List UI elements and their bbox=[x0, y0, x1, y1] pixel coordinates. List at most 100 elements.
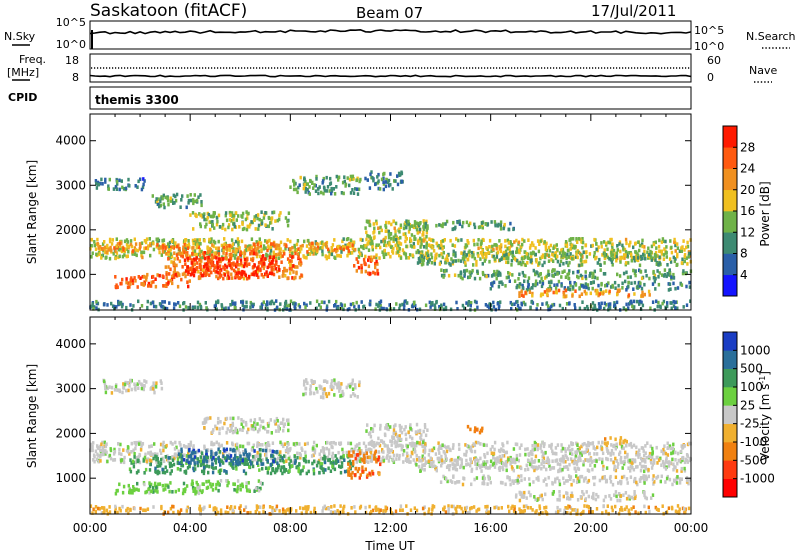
range-gate-cell bbox=[430, 302, 433, 306]
range-gate-cell bbox=[244, 457, 247, 462]
range-gate-cell bbox=[280, 442, 284, 447]
range-gate-cell bbox=[548, 284, 552, 288]
range-gate-cell bbox=[388, 241, 391, 246]
range-gate-cell bbox=[162, 238, 166, 242]
range-gate-cell bbox=[511, 250, 514, 254]
range-gate-cell bbox=[510, 302, 514, 307]
range-gate-cell bbox=[460, 251, 463, 255]
range-gate-cell bbox=[670, 245, 673, 250]
date-title: 17/Jul/2011 bbox=[591, 2, 676, 20]
range-gate-cell bbox=[496, 269, 499, 274]
range-gate-cell bbox=[360, 263, 363, 268]
range-gate-cell bbox=[226, 276, 229, 281]
range-gate-cell bbox=[593, 251, 596, 255]
range-gate-cell bbox=[558, 251, 562, 255]
range-gate-cell bbox=[305, 244, 309, 248]
range-gate-cell bbox=[392, 307, 396, 311]
range-gate-cell bbox=[330, 246, 334, 250]
range-gate-cell bbox=[603, 261, 606, 265]
range-gate-cell bbox=[680, 261, 684, 265]
range-gate-cell bbox=[673, 240, 676, 244]
range-gate-cell bbox=[241, 211, 245, 216]
range-gate-cell bbox=[173, 266, 176, 270]
range-gate-cell bbox=[225, 218, 229, 223]
range-gate-cell bbox=[238, 225, 241, 229]
range-gate-cell bbox=[339, 246, 342, 250]
range-gate-cell bbox=[568, 269, 571, 273]
range-gate-cell bbox=[560, 459, 563, 463]
range-gate-cell bbox=[353, 473, 357, 477]
range-gate-cell bbox=[373, 453, 376, 458]
range-gate-cell bbox=[583, 306, 586, 311]
range-gate-cell bbox=[135, 470, 139, 475]
range-gate-cell bbox=[313, 248, 316, 253]
range-gate-cell bbox=[334, 303, 337, 307]
range-gate-cell bbox=[184, 445, 187, 449]
range-gate-cell bbox=[370, 427, 373, 431]
range-gate-cell bbox=[521, 242, 524, 247]
range-gate-cell bbox=[263, 212, 266, 217]
range-gate-cell bbox=[564, 275, 568, 279]
range-gate-cell bbox=[250, 237, 254, 241]
range-gate-cell bbox=[605, 444, 609, 449]
range-gate-cell bbox=[198, 488, 201, 493]
range-gate-cell bbox=[638, 248, 641, 253]
colorbar-segment bbox=[723, 232, 737, 254]
range-gate-cell bbox=[303, 183, 306, 187]
range-gate-cell bbox=[223, 242, 226, 247]
range-gate-cell bbox=[565, 455, 568, 460]
range-gate-cell bbox=[575, 238, 578, 242]
range-gate-cell bbox=[325, 306, 329, 311]
range-gate-cell bbox=[471, 268, 474, 273]
range-gate-cell bbox=[176, 457, 180, 461]
range-gate-cell bbox=[128, 285, 131, 289]
range-gate-cell bbox=[323, 452, 326, 456]
range-gate-cell bbox=[241, 269, 244, 274]
range-gate-cell bbox=[580, 257, 583, 261]
range-gate-cell bbox=[482, 238, 485, 242]
range-gate-cell bbox=[524, 447, 527, 452]
range-gate-cell bbox=[141, 442, 145, 446]
range-gate-cell bbox=[405, 437, 408, 442]
range-gate-cell bbox=[101, 242, 105, 246]
range-gate-cell bbox=[386, 426, 389, 431]
range-gate-cell bbox=[538, 280, 542, 284]
range-gate-cell bbox=[543, 240, 546, 244]
range-gate-cell bbox=[369, 458, 373, 463]
range-gate-cell bbox=[568, 260, 571, 265]
range-gate-cell bbox=[144, 490, 147, 495]
range-gate-cell bbox=[412, 241, 415, 246]
range-gate-cell bbox=[327, 247, 330, 252]
range-gate-cell bbox=[319, 246, 323, 250]
y-tick-label: 3000 bbox=[55, 178, 86, 192]
range-gate-cell bbox=[148, 458, 152, 463]
range-gate-cell bbox=[438, 444, 441, 449]
range-gate-cell bbox=[255, 486, 258, 490]
range-gate-cell bbox=[141, 185, 145, 190]
range-gate-cell bbox=[319, 241, 323, 245]
range-gate-cell bbox=[173, 302, 176, 306]
range-gate-cell bbox=[174, 194, 177, 199]
range-gate-cell bbox=[656, 304, 659, 309]
range-gate-cell bbox=[373, 255, 376, 260]
range-gate-cell bbox=[299, 471, 302, 476]
range-gate-cell bbox=[467, 275, 470, 280]
range-gate-cell bbox=[220, 304, 224, 308]
range-gate-cell bbox=[255, 214, 258, 218]
range-gate-cell bbox=[252, 265, 255, 269]
range-gate-cell bbox=[194, 258, 197, 262]
range-gate-cell bbox=[355, 269, 358, 273]
range-gate-cell bbox=[365, 429, 368, 433]
range-gate-cell bbox=[266, 302, 269, 307]
range-gate-cell bbox=[619, 458, 622, 462]
range-gate-cell bbox=[108, 177, 111, 182]
range-gate-cell bbox=[399, 172, 402, 177]
range-gate-cell bbox=[168, 464, 172, 469]
range-gate-cell bbox=[221, 226, 224, 230]
range-gate-cell bbox=[610, 449, 614, 453]
range-gate-cell bbox=[268, 238, 271, 243]
range-gate-cell bbox=[570, 457, 573, 461]
range-gate-cell bbox=[342, 247, 345, 252]
range-gate-cell bbox=[583, 289, 586, 294]
